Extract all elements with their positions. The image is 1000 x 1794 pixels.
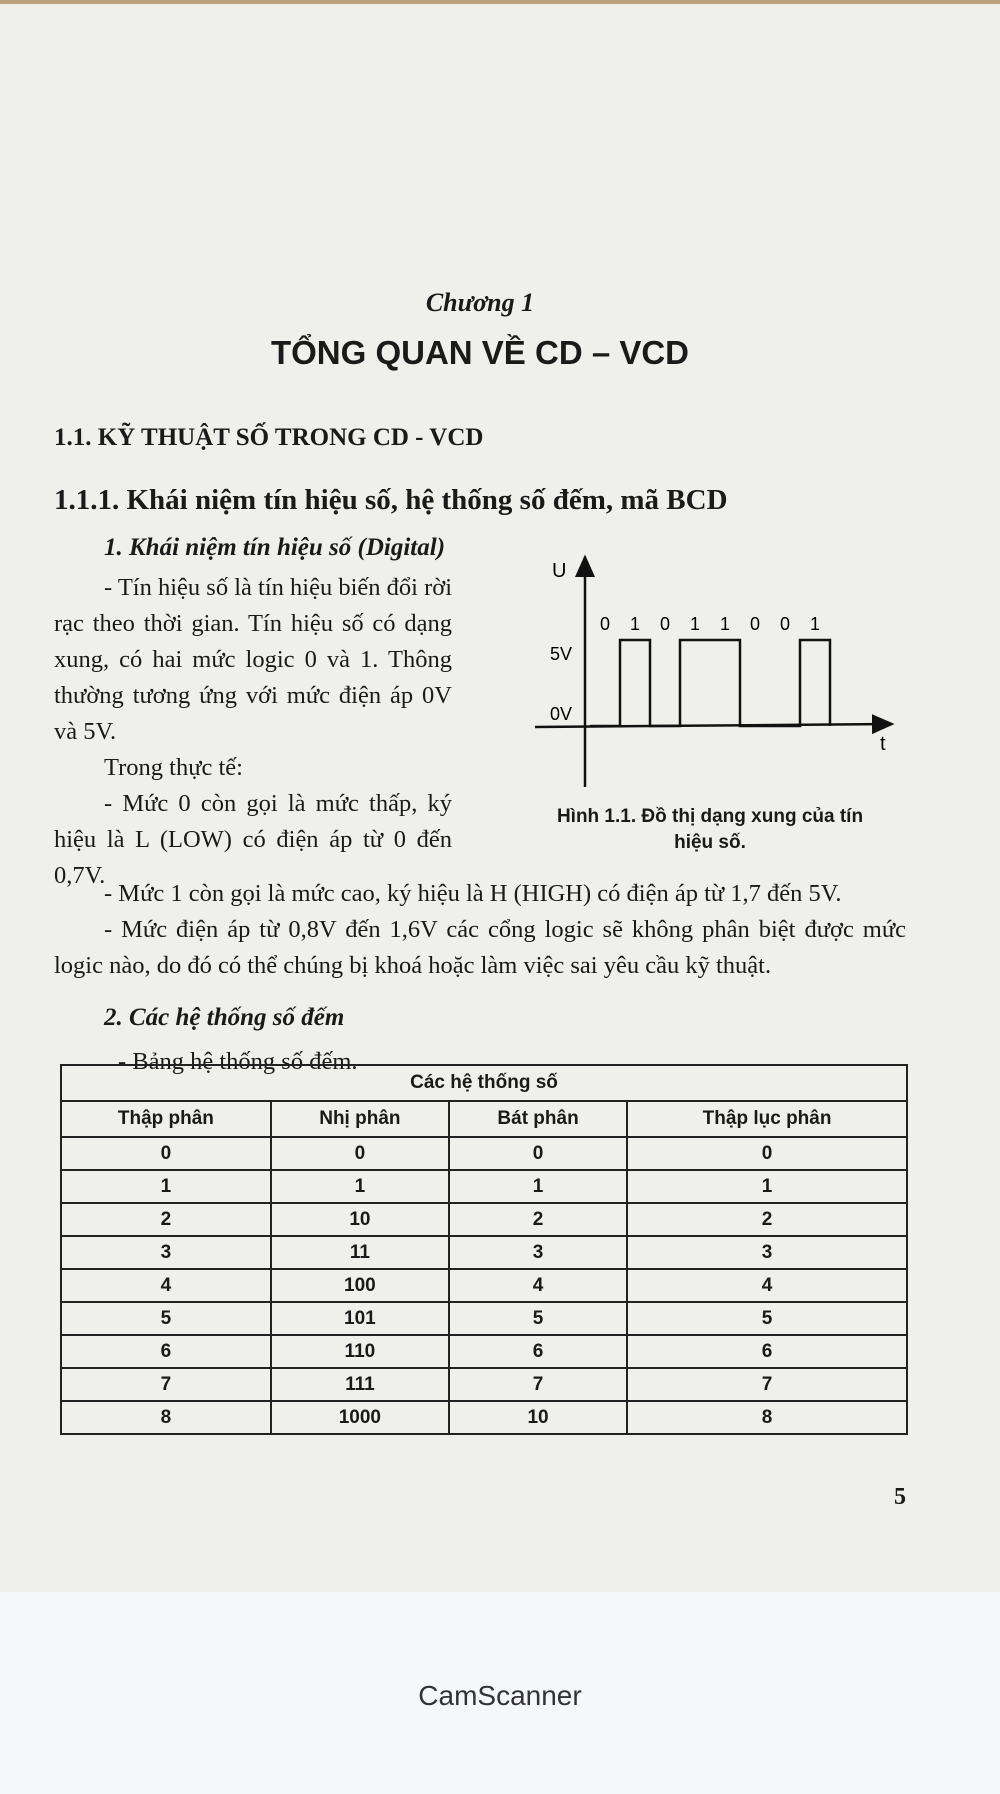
- number-systems-table: Các hệ thống số Thập phân Nhị phân Bát phâ…: [60, 1064, 908, 1435]
- table-cell: 1: [60, 1169, 272, 1204]
- table-cell: 110: [269, 1334, 450, 1369]
- table-cell: 3: [626, 1235, 908, 1270]
- table-group-header: Các hệ thống số: [60, 1064, 908, 1102]
- table-cell: 4: [60, 1268, 272, 1303]
- scanner-footer: CamScanner: [0, 1592, 1000, 1794]
- part1-heading: 1. Khái niệm tín hiệu số (Digital): [104, 534, 446, 561]
- section-heading: 1.1. KỸ THUẬT SỐ TRONG CD - VCD: [54, 424, 484, 451]
- table-cell: 8: [626, 1400, 908, 1435]
- table-cell: 6: [626, 1334, 908, 1369]
- table-cell: 6: [60, 1334, 272, 1369]
- chapter-title: TỔNG QUAN VỀ CD – VCD: [270, 334, 690, 371]
- table-cell: 4: [447, 1268, 629, 1303]
- table-cell: 101: [269, 1301, 450, 1336]
- bit-label: 1: [690, 614, 700, 634]
- table-cell: 100: [269, 1268, 450, 1303]
- table-row: 6 110 6 6: [60, 1334, 908, 1369]
- bit-label: 1: [630, 614, 640, 634]
- paragraph: - Mức 1 còn gọi là mức cao, ký hiệu là H…: [104, 880, 842, 907]
- x-axis-label: t: [880, 733, 886, 755]
- table-cell: 0: [269, 1136, 450, 1171]
- chapter-label: Chương 1: [425, 288, 535, 317]
- document-page: Chương 1 TỔNG QUAN VỀ CD – VCD 1.1. KỸ T…: [0, 0, 1000, 1510]
- y-axis-label: U: [552, 560, 566, 582]
- column-header: Bát phân: [447, 1100, 629, 1138]
- table-cell: 5: [626, 1301, 908, 1336]
- column-header: Nhị phân: [269, 1100, 450, 1138]
- bit-label: 1: [720, 614, 730, 634]
- table-cell: 5: [447, 1301, 629, 1336]
- paragraph: - Mức 0 còn gọi là mức thấp, ký hiệu là …: [54, 790, 452, 889]
- page-number: 5: [894, 1484, 906, 1510]
- table-cell: 10: [269, 1202, 450, 1237]
- subsection-heading: 1.1.1. Khái niệm tín hiệu số, hệ thống s…: [54, 484, 728, 516]
- table-cell: 6: [447, 1334, 629, 1369]
- table-row: 5 101 5 5: [60, 1301, 908, 1336]
- table-cell: 2: [60, 1202, 272, 1237]
- table-cell: 7: [447, 1367, 629, 1402]
- paragraph: - Tín hiệu số là tín hiệu biến đổi rời r…: [54, 574, 452, 745]
- table-row: 4 100 4 4: [60, 1268, 908, 1303]
- level-low-label: 0V: [550, 704, 572, 724]
- footer-brand: CamScanner: [418, 1680, 582, 1711]
- table-cell: 7: [626, 1367, 908, 1402]
- bit-label: 0: [750, 614, 760, 634]
- table-row: 7 111 7 7: [60, 1367, 908, 1402]
- table-cell: 111: [269, 1367, 450, 1402]
- table-cell: 1: [269, 1169, 450, 1204]
- table-cell: 7: [60, 1367, 272, 1402]
- table-cell: 0: [447, 1136, 629, 1171]
- table-cell: 10: [447, 1400, 629, 1435]
- paragraph: - Mức điện áp từ 0,8V đến 1,6V các cổng …: [54, 916, 906, 979]
- column-header: Thập phân: [60, 1100, 272, 1138]
- table-cell: 1000: [269, 1400, 450, 1435]
- table-cell: 0: [626, 1136, 908, 1171]
- table-cell: 2: [626, 1202, 908, 1237]
- table-cell: 8: [60, 1400, 272, 1435]
- table-cell: 4: [626, 1268, 908, 1303]
- bit-label: 0: [780, 614, 790, 634]
- table-row: 2 10 2 2: [60, 1202, 908, 1237]
- figure-caption: Hình 1.1. Đồ thị dạng xung của tín hiệu …: [556, 806, 864, 853]
- table-row: 8 1000 10 8: [60, 1400, 908, 1435]
- left-column-text: - Tín hiệu số là tín hiệu biến đổi rời r…: [54, 570, 452, 894]
- bit-label: 0: [660, 614, 670, 634]
- table-cell: 0: [60, 1136, 272, 1171]
- table-cell: 1: [447, 1169, 629, 1204]
- table-cell: 1: [626, 1169, 908, 1204]
- table-cell: 3: [60, 1235, 272, 1270]
- part2-heading: 2. Các hệ thống số đếm: [104, 1004, 345, 1031]
- column-header: Thập lục phân: [626, 1100, 908, 1138]
- table-cell: 5: [60, 1301, 272, 1336]
- bit-label: 1: [810, 614, 820, 634]
- table-cell: 11: [269, 1235, 450, 1270]
- pulse-waveform: [590, 638, 832, 728]
- table-row: 3 11 3 3: [60, 1235, 908, 1270]
- table-cell: 2: [447, 1202, 629, 1237]
- x-axis: [534, 714, 895, 735]
- table-cell: 3: [447, 1235, 629, 1270]
- level-high-label: 5V: [550, 644, 572, 664]
- paragraph: Trong thực tế:: [104, 754, 243, 781]
- bit-label: 0: [600, 614, 610, 634]
